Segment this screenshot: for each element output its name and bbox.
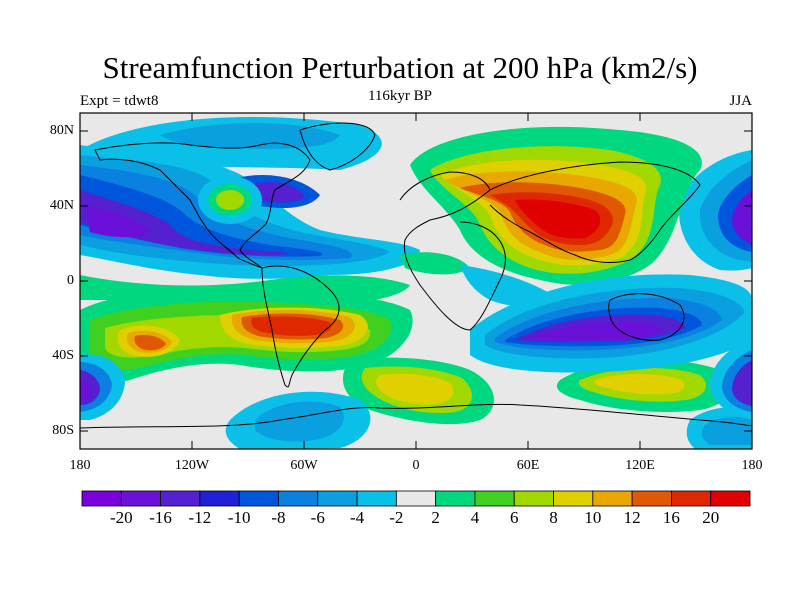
lat-label-40n: 40N — [49, 198, 74, 213]
colorbar-label: -16 — [149, 508, 172, 527]
lon-label-120w: 120W — [174, 458, 210, 473]
colorbar-swatch — [356, 490, 397, 507]
colorbar-label: -20 — [109, 508, 133, 527]
colorbar-swatch — [671, 490, 712, 507]
colorbar — [81, 490, 751, 507]
period-label: 116kyr BP — [367, 88, 433, 104]
map-title: Streamfunction Perturbation at 200 hPa (… — [102, 50, 698, 85]
eurasian-high — [410, 126, 702, 285]
lon-label-120e: 120E — [625, 458, 655, 473]
lat-label-80s: 80S — [52, 423, 74, 438]
southern-high-latitude-low — [225, 391, 752, 449]
south-atlantic-high — [80, 288, 413, 385]
colorbar-swatch — [513, 490, 554, 507]
colorbar-label: -6 — [310, 508, 325, 527]
colorbar-swatch — [317, 490, 358, 507]
axis-ticks — [80, 113, 752, 449]
southern-indian-low — [470, 274, 752, 373]
colorbar-swatch — [238, 490, 279, 507]
colorbar-swatch — [160, 490, 201, 507]
coastlines — [80, 122, 752, 429]
colorbar-swatch — [120, 490, 161, 507]
colorbar-label: 4 — [470, 508, 480, 527]
colorbar-label: 20 — [702, 508, 720, 527]
contour-field — [80, 113, 752, 449]
lon-label-180e: 180 — [741, 458, 763, 473]
pacific-east-low — [679, 150, 752, 271]
southeast-low — [710, 340, 752, 418]
colorbar-swatch — [278, 490, 319, 507]
colorbar-label: 16 — [662, 508, 680, 527]
colorbar-label: 6 — [509, 508, 519, 527]
southwest-low — [80, 354, 125, 420]
colorbar-label: -10 — [227, 508, 251, 527]
colorbar-swatch — [81, 490, 122, 507]
lon-label-180w: 180 — [69, 458, 91, 473]
lat-label-80n: 80N — [49, 123, 74, 138]
lon-label-60e: 60E — [516, 458, 540, 473]
lat-label-0: 0 — [67, 273, 74, 288]
colorbar-swatch — [435, 490, 476, 507]
colorbar-label: 10 — [584, 508, 602, 527]
colorbar-swatch — [199, 490, 240, 507]
colorbar-swatch — [710, 490, 751, 507]
colorbar-swatch — [553, 490, 594, 507]
colorbar-label: -4 — [349, 508, 365, 527]
colorbar-swatch — [474, 490, 515, 507]
lon-label-0: 0 — [412, 458, 420, 473]
lat-label-40s: 40S — [52, 348, 74, 363]
experiment-label: Expt = tdwt8 — [80, 93, 159, 109]
season-label: JJA — [729, 93, 752, 109]
colorbar-label: -8 — [271, 508, 286, 527]
lon-label-60w: 60W — [290, 458, 318, 473]
colorbar-label: -12 — [188, 508, 212, 527]
colorbar-label: 8 — [549, 508, 558, 527]
colorbar-swatch — [592, 490, 633, 507]
colorbar-swatch — [631, 490, 672, 507]
colorbar-label: 2 — [431, 508, 440, 527]
colorbar-swatch — [395, 490, 437, 507]
colorbar-label: 12 — [623, 508, 641, 527]
colorbar-label: -2 — [389, 508, 404, 527]
